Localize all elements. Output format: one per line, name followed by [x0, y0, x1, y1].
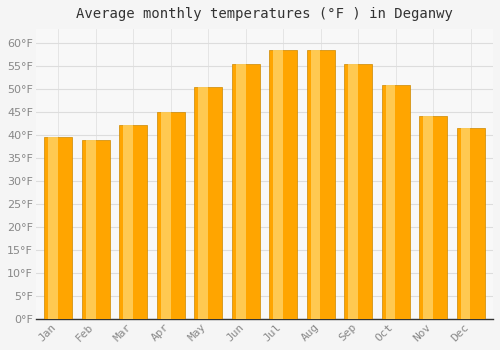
Bar — [232, 64, 260, 319]
Bar — [456, 128, 484, 319]
Bar — [160, 112, 170, 319]
Bar — [156, 112, 184, 319]
Bar — [348, 64, 358, 319]
Bar — [82, 140, 110, 319]
Bar — [48, 137, 58, 319]
Bar — [310, 50, 320, 319]
Bar — [386, 85, 396, 319]
Bar — [198, 86, 208, 319]
Bar — [194, 86, 222, 319]
Bar — [269, 50, 297, 319]
Bar — [419, 116, 447, 319]
Bar — [119, 125, 147, 319]
Bar — [382, 85, 409, 319]
Bar — [86, 140, 96, 319]
Bar — [306, 50, 334, 319]
Bar — [273, 50, 283, 319]
Title: Average monthly temperatures (°F ) in Deganwy: Average monthly temperatures (°F ) in De… — [76, 7, 453, 21]
Bar — [236, 64, 246, 319]
Bar — [460, 128, 470, 319]
Bar — [423, 116, 433, 319]
Bar — [344, 64, 372, 319]
Bar — [44, 137, 72, 319]
Bar — [123, 125, 133, 319]
